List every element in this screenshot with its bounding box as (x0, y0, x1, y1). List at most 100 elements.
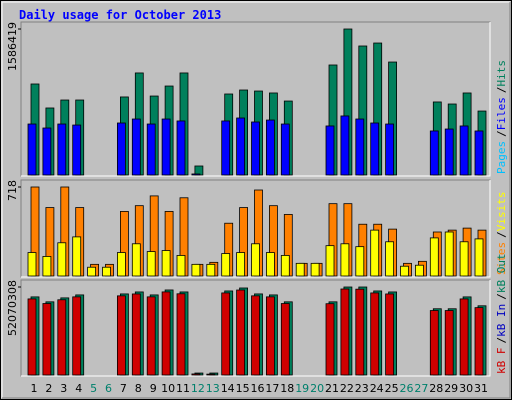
x-tick-label: 5 (90, 382, 97, 395)
x-tick-label: 31 (474, 382, 488, 395)
x-tick-label: 29 (444, 382, 458, 395)
x-tick-label: 15 (236, 382, 250, 395)
bar (146, 123, 156, 176)
x-tick-label: 3 (60, 382, 67, 395)
legend: kB F/kB In/kB Out (495, 253, 508, 374)
y-tick-label: 1586419 (6, 22, 19, 71)
bar (385, 293, 395, 376)
bar (117, 295, 126, 376)
bar (236, 117, 246, 176)
bar (42, 256, 52, 277)
bar (265, 296, 275, 376)
bar (42, 303, 52, 376)
x-tick-label: 17 (265, 382, 279, 395)
legend-entry: Files (495, 97, 508, 130)
chart-title: Daily usage for October 2013 (19, 8, 221, 22)
bar (444, 231, 454, 277)
x-tick-label: 19 (295, 382, 309, 395)
x-tick-label: 10 (161, 382, 175, 395)
bar (221, 253, 231, 277)
bar (176, 120, 186, 176)
bar (131, 293, 141, 376)
bar (370, 122, 380, 176)
bar (340, 243, 350, 277)
bar (340, 288, 350, 376)
bar (27, 123, 37, 176)
bar (459, 125, 469, 176)
bar (236, 289, 246, 376)
bar (117, 252, 126, 277)
bar (176, 255, 186, 277)
bar (161, 250, 171, 277)
bar (459, 241, 469, 277)
bar (191, 373, 201, 376)
bar (325, 303, 335, 376)
bar (131, 243, 141, 277)
bar (370, 229, 380, 277)
legend-entry: Hits (495, 60, 508, 87)
bar (221, 120, 231, 176)
bar (459, 298, 469, 376)
x-tick-label: 12 (191, 382, 205, 395)
bar (221, 292, 231, 376)
x-tick-label: 16 (251, 382, 265, 395)
x-tick-label: 24 (370, 382, 384, 395)
legend-separator: / (495, 293, 508, 300)
bar (191, 173, 201, 176)
y-tick-label: 718 (6, 180, 19, 201)
bar (340, 115, 350, 176)
bar (385, 123, 395, 176)
legend: Sites /Visits (495, 192, 508, 276)
bar (355, 118, 365, 176)
x-tick-label: 9 (150, 382, 157, 395)
bar (370, 292, 380, 376)
bar (385, 241, 395, 277)
bar (310, 262, 320, 277)
bar (474, 130, 484, 176)
bar (146, 296, 156, 376)
x-tick-label: 13 (206, 382, 220, 395)
bar (146, 251, 156, 277)
bar (265, 119, 275, 176)
x-tick-label: 18 (280, 382, 294, 395)
legend-separator: / (495, 231, 508, 238)
bar (161, 291, 171, 376)
bar (251, 243, 260, 277)
x-tick-label: 4 (75, 382, 82, 395)
x-tick-label: 8 (135, 382, 142, 395)
legend-entry: Visits (495, 192, 508, 232)
bar (42, 127, 52, 176)
bar (57, 123, 67, 176)
panel-edge (21, 22, 491, 177)
x-tick-label: 26 (400, 382, 414, 395)
bar (355, 246, 365, 277)
bar (72, 296, 82, 376)
bar (474, 238, 484, 277)
x-tick-label: 20 (310, 382, 324, 395)
x-tick-label: 25 (385, 382, 399, 395)
bar (325, 125, 335, 176)
panel-edge (21, 280, 491, 377)
bar (325, 245, 335, 277)
x-tick-label: 7 (120, 382, 127, 395)
bar (161, 118, 171, 176)
bar (191, 263, 201, 277)
x-tick-label: 23 (355, 382, 369, 395)
x-tick-label: 30 (459, 382, 473, 395)
legend-separator: / (495, 130, 508, 137)
bar (429, 310, 439, 376)
bar (429, 130, 439, 176)
x-tick-label: 28 (429, 382, 443, 395)
bar (117, 122, 126, 176)
legend-entry: Sites (495, 242, 508, 275)
legend-entry: kB In (495, 304, 508, 337)
bar (27, 252, 37, 277)
bar (57, 299, 67, 376)
bar (251, 295, 260, 376)
x-tick-label: 27 (414, 382, 428, 395)
bar (429, 237, 439, 277)
x-tick-label: 6 (105, 382, 112, 395)
